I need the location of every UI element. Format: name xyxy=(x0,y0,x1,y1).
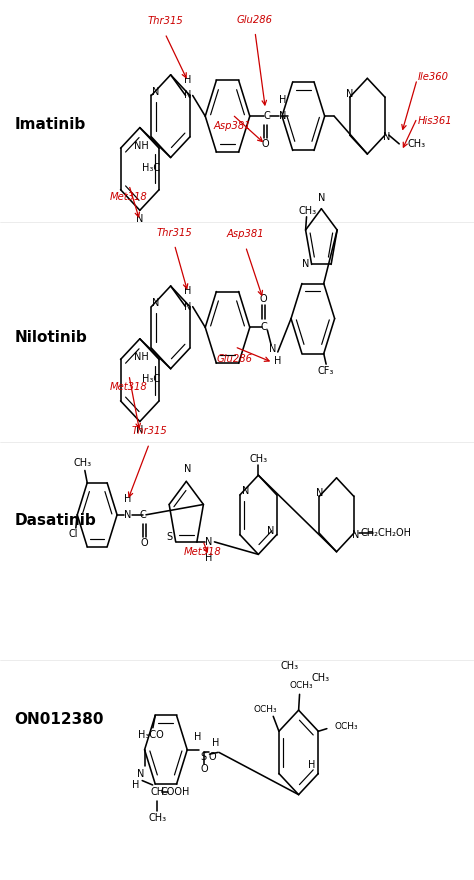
Text: CH: CH xyxy=(150,787,164,797)
Text: CH₃: CH₃ xyxy=(280,661,298,671)
Text: Cl: Cl xyxy=(69,529,78,539)
Text: N: N xyxy=(269,344,277,355)
Text: ON012380: ON012380 xyxy=(14,712,104,728)
Text: N: N xyxy=(279,111,287,121)
Text: Glu286: Glu286 xyxy=(217,354,253,363)
Text: N: N xyxy=(184,91,191,100)
Text: O: O xyxy=(262,139,269,150)
Text: NH: NH xyxy=(134,141,149,150)
Text: CH₂CH₂OH: CH₂CH₂OH xyxy=(361,528,411,539)
Text: CH₃: CH₃ xyxy=(73,458,91,468)
Text: H: H xyxy=(205,553,212,562)
Text: H: H xyxy=(308,759,315,770)
Text: N: N xyxy=(346,89,354,99)
Text: H₃CO: H₃CO xyxy=(137,730,164,740)
Text: N: N xyxy=(184,302,191,312)
Text: O: O xyxy=(140,538,148,548)
Text: N: N xyxy=(184,464,192,474)
Text: N: N xyxy=(153,298,160,308)
Text: His361: His361 xyxy=(418,116,453,127)
Text: H: H xyxy=(124,494,131,504)
Text: CH₃: CH₃ xyxy=(148,813,166,824)
Text: H: H xyxy=(184,286,191,296)
Text: Dasatinib: Dasatinib xyxy=(14,513,96,529)
Text: N: N xyxy=(205,537,212,546)
Text: Nilotinib: Nilotinib xyxy=(14,329,87,345)
Text: NH: NH xyxy=(134,352,149,362)
Text: O: O xyxy=(200,764,208,774)
Text: N: N xyxy=(136,214,144,224)
Text: Met318: Met318 xyxy=(110,382,148,392)
Text: OCH₃: OCH₃ xyxy=(254,705,277,714)
Text: Thr315: Thr315 xyxy=(131,427,167,436)
Text: H: H xyxy=(184,75,191,84)
Text: N: N xyxy=(267,526,275,536)
Text: Met318: Met318 xyxy=(110,192,148,202)
Text: C: C xyxy=(139,510,146,520)
Text: N: N xyxy=(383,132,390,142)
Text: N: N xyxy=(302,260,310,269)
Text: C: C xyxy=(263,111,270,121)
Text: H: H xyxy=(132,780,139,790)
Text: H: H xyxy=(194,732,202,743)
Text: Imatinib: Imatinib xyxy=(14,117,85,133)
Text: H: H xyxy=(274,356,282,366)
Text: CH₃: CH₃ xyxy=(249,454,267,465)
Text: O: O xyxy=(259,294,267,304)
Text: OCH₃: OCH₃ xyxy=(335,722,358,731)
Text: H: H xyxy=(279,95,287,106)
Text: COOH: COOH xyxy=(161,787,190,797)
Text: N: N xyxy=(242,487,249,496)
Text: Thr315: Thr315 xyxy=(156,228,192,238)
Text: N: N xyxy=(316,488,323,498)
Text: CH₃: CH₃ xyxy=(299,206,317,216)
Text: Asp381: Asp381 xyxy=(213,121,251,131)
Text: H₃C: H₃C xyxy=(142,163,160,173)
Text: Glu286: Glu286 xyxy=(237,15,273,25)
Text: N: N xyxy=(124,510,131,520)
Text: CH₃: CH₃ xyxy=(408,139,426,149)
Text: Thr315: Thr315 xyxy=(147,17,183,26)
Text: CF₃: CF₃ xyxy=(318,366,334,377)
Text: S: S xyxy=(201,752,207,762)
Text: N: N xyxy=(352,530,359,540)
Text: N: N xyxy=(318,193,325,203)
Text: CH₃: CH₃ xyxy=(311,673,330,684)
Text: Asp381: Asp381 xyxy=(227,230,264,239)
Text: Ile360: Ile360 xyxy=(418,72,449,83)
Text: H: H xyxy=(212,737,219,748)
Text: Met318: Met318 xyxy=(184,547,222,557)
Text: O: O xyxy=(209,752,216,762)
Text: N: N xyxy=(153,87,160,97)
Text: H₃C: H₃C xyxy=(142,374,160,385)
Text: OCH₃: OCH₃ xyxy=(289,681,313,690)
Text: S: S xyxy=(166,532,172,542)
Text: C: C xyxy=(261,322,267,333)
Text: N: N xyxy=(136,425,144,436)
Text: N: N xyxy=(137,768,144,779)
